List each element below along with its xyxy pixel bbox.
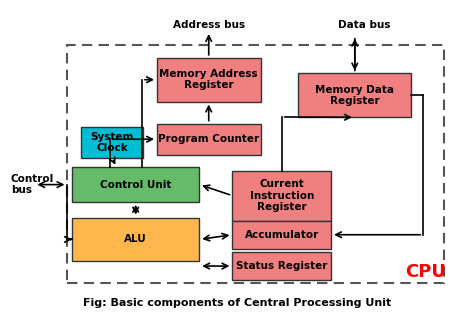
Text: Accumulator: Accumulator (245, 230, 319, 240)
Text: Status Register: Status Register (236, 261, 328, 271)
Text: Control
bus: Control bus (11, 174, 54, 195)
Bar (232, 221, 331, 249)
Bar (157, 58, 261, 102)
Text: Current
Instruction
Register: Current Instruction Register (250, 179, 314, 212)
Bar (232, 171, 331, 221)
Bar (82, 127, 143, 158)
Bar (298, 73, 411, 117)
Bar (67, 45, 444, 283)
Text: Fig: Basic components of Central Processing Unit: Fig: Basic components of Central Process… (83, 298, 391, 308)
Bar (232, 252, 331, 280)
Text: System
Clock: System Clock (91, 131, 134, 153)
Text: Control Unit: Control Unit (100, 179, 172, 190)
Text: Memory Data
Register: Memory Data Register (315, 85, 394, 106)
Text: Data bus: Data bus (338, 20, 391, 30)
Text: Address bus: Address bus (173, 20, 245, 30)
Text: CPU: CPU (405, 263, 446, 281)
Bar (72, 167, 199, 202)
Bar (157, 124, 261, 155)
Bar (72, 217, 199, 261)
Text: Program Counter: Program Counter (158, 134, 259, 144)
Text: ALU: ALU (124, 234, 147, 245)
Text: Memory Address
Register: Memory Address Register (159, 69, 258, 90)
